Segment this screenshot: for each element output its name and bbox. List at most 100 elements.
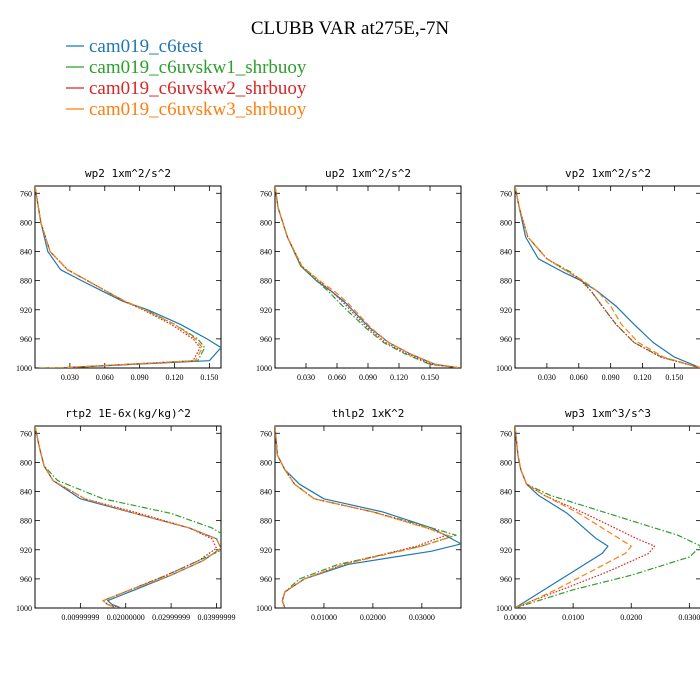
series-line-2 bbox=[515, 186, 700, 368]
x-tick-label: 0.0000 bbox=[504, 613, 526, 622]
x-tick-label: 0.030 bbox=[61, 373, 79, 382]
y-tick-label: 960 bbox=[500, 575, 512, 584]
panel-1: up2 1xm^2/s^2 760 800 840 880 920 960 1000 0.030… bbox=[256, 167, 462, 382]
x-tick-label: 0.01000 bbox=[311, 613, 337, 622]
y-tick-label: 840 bbox=[260, 488, 272, 497]
x-tick-label: 0.02999999 bbox=[152, 613, 190, 622]
x-tick-label: 0.030 bbox=[538, 373, 556, 382]
y-tick-label: 760 bbox=[500, 189, 512, 198]
y-tick-label: 880 bbox=[500, 517, 512, 526]
y-tick-label: 840 bbox=[260, 248, 272, 257]
x-tick-label: 0.090 bbox=[602, 373, 620, 382]
x-tick-label: 0.120 bbox=[634, 373, 652, 382]
panel-3: rtp2 1E-6x(kg/kg)^2 760 800 840 880 920 960 100… bbox=[16, 407, 235, 622]
legend-label: cam019_c6uvskw1_shrbuoy bbox=[89, 57, 307, 78]
y-tick-label: 760 bbox=[20, 189, 32, 198]
x-tick-label: 0.03000 bbox=[409, 613, 435, 622]
series-line-1 bbox=[35, 426, 221, 608]
panel-5: wp3 1xm^3/s^3 760 800 840 880 920 960 10000.000… bbox=[496, 407, 700, 622]
plot-frame bbox=[34, 185, 222, 369]
series-line-3 bbox=[515, 186, 700, 368]
y-tick-label: 840 bbox=[500, 248, 512, 257]
plot-frame bbox=[34, 425, 222, 609]
series-line-2 bbox=[35, 186, 201, 368]
panel-2: vp2 1xm^2/s^2 760 800 840 880 920 960 1000 0.030… bbox=[496, 167, 700, 382]
y-tick-label: 840 bbox=[20, 488, 32, 497]
series-line-1 bbox=[515, 426, 700, 608]
series-line-0 bbox=[35, 426, 221, 608]
series-line-0 bbox=[515, 426, 609, 608]
y-tick-label: 920 bbox=[260, 546, 272, 555]
series-line-3 bbox=[275, 186, 461, 368]
y-tick-label: 800 bbox=[500, 458, 512, 467]
plot-frame bbox=[274, 425, 462, 609]
x-tick-label: 0.00999999 bbox=[61, 613, 99, 622]
y-tick-label: 920 bbox=[20, 546, 32, 555]
plot-frame bbox=[514, 425, 700, 609]
series-line-3 bbox=[515, 426, 632, 608]
y-tick-label: 1000 bbox=[256, 604, 272, 613]
y-tick-label: 920 bbox=[500, 546, 512, 555]
x-tick-label: 0.030 bbox=[297, 373, 315, 382]
legend-label: cam019_c6uvskw3_shrbuoy bbox=[89, 99, 307, 120]
x-tick-label: 0.120 bbox=[390, 373, 408, 382]
y-tick-label: 800 bbox=[260, 458, 272, 467]
y-tick-label: 960 bbox=[260, 575, 272, 584]
series-line-0 bbox=[35, 186, 221, 368]
x-tick-label: 0.0100 bbox=[562, 613, 584, 622]
y-tick-label: 920 bbox=[20, 306, 32, 315]
series-line-0 bbox=[275, 426, 461, 608]
x-tick-label: 0.090 bbox=[131, 373, 149, 382]
y-tick-label: 760 bbox=[500, 429, 512, 438]
y-tick-label: 960 bbox=[20, 335, 32, 344]
panel-title: vp2 1xm^2/s^2 bbox=[565, 167, 651, 180]
x-tick-label: 0.02000 bbox=[360, 613, 386, 622]
y-tick-label: 800 bbox=[20, 458, 32, 467]
series-line-2 bbox=[515, 426, 656, 608]
y-tick-label: 1000 bbox=[16, 604, 32, 613]
plot-frame bbox=[274, 185, 462, 369]
y-tick-label: 800 bbox=[500, 218, 512, 227]
y-tick-label: 760 bbox=[20, 429, 32, 438]
x-tick-label: 0.150 bbox=[665, 373, 683, 382]
panel-4: thlp2 1xK^2 760 800 840 880 920 960 1000 0.01000… bbox=[256, 407, 462, 622]
panel-title: rtp2 1E-6x(kg/kg)^2 bbox=[65, 407, 191, 420]
x-tick-label: 0.060 bbox=[96, 373, 114, 382]
x-tick-label: 0.03999999 bbox=[197, 613, 235, 622]
y-tick-label: 920 bbox=[500, 306, 512, 315]
series-line-2 bbox=[35, 426, 218, 608]
figure-title: CLUBB VAR at275E,-7N bbox=[251, 18, 450, 39]
series-line-0 bbox=[515, 186, 700, 368]
y-tick-label: 880 bbox=[260, 277, 272, 286]
legend-label: cam019_c6uvskw2_shrbuoy bbox=[89, 78, 307, 99]
panel-title: wp2 1xm^2/s^2 bbox=[85, 167, 171, 180]
series-line-2 bbox=[275, 186, 461, 368]
panel-title: wp3 1xm^3/s^3 bbox=[565, 407, 651, 420]
series-line-0 bbox=[275, 186, 461, 368]
y-tick-label: 760 bbox=[260, 189, 272, 198]
legend: cam019_c6testcam019_c6uvskw1_shrbuoycam0… bbox=[66, 36, 307, 120]
y-tick-label: 960 bbox=[500, 335, 512, 344]
x-tick-label: 0.0200 bbox=[620, 613, 642, 622]
y-tick-label: 800 bbox=[260, 218, 272, 227]
x-tick-label: 0.0300 bbox=[678, 613, 700, 622]
series-line-3 bbox=[35, 426, 221, 608]
y-tick-label: 880 bbox=[500, 277, 512, 286]
y-tick-label: 760 bbox=[260, 429, 272, 438]
y-tick-label: 880 bbox=[260, 517, 272, 526]
series-line-3 bbox=[35, 186, 203, 368]
x-tick-label: 0.090 bbox=[359, 373, 377, 382]
x-tick-label: 0.150 bbox=[200, 373, 218, 382]
y-tick-label: 840 bbox=[20, 248, 32, 257]
x-tick-label: 0.150 bbox=[421, 373, 439, 382]
x-tick-label: 0.060 bbox=[328, 373, 346, 382]
y-tick-label: 880 bbox=[20, 517, 32, 526]
panel-0: wp2 1xm^2/s^2 760 800 840 880 920 960 1000 0.030… bbox=[16, 167, 222, 382]
x-tick-label: 0.120 bbox=[166, 373, 184, 382]
y-tick-label: 960 bbox=[260, 335, 272, 344]
y-tick-label: 1000 bbox=[496, 364, 512, 373]
y-tick-label: 800 bbox=[20, 218, 32, 227]
panels: wp2 1xm^2/s^2 760 800 840 880 920 960 1000 0.030… bbox=[16, 167, 700, 622]
y-tick-label: 1000 bbox=[496, 604, 512, 613]
